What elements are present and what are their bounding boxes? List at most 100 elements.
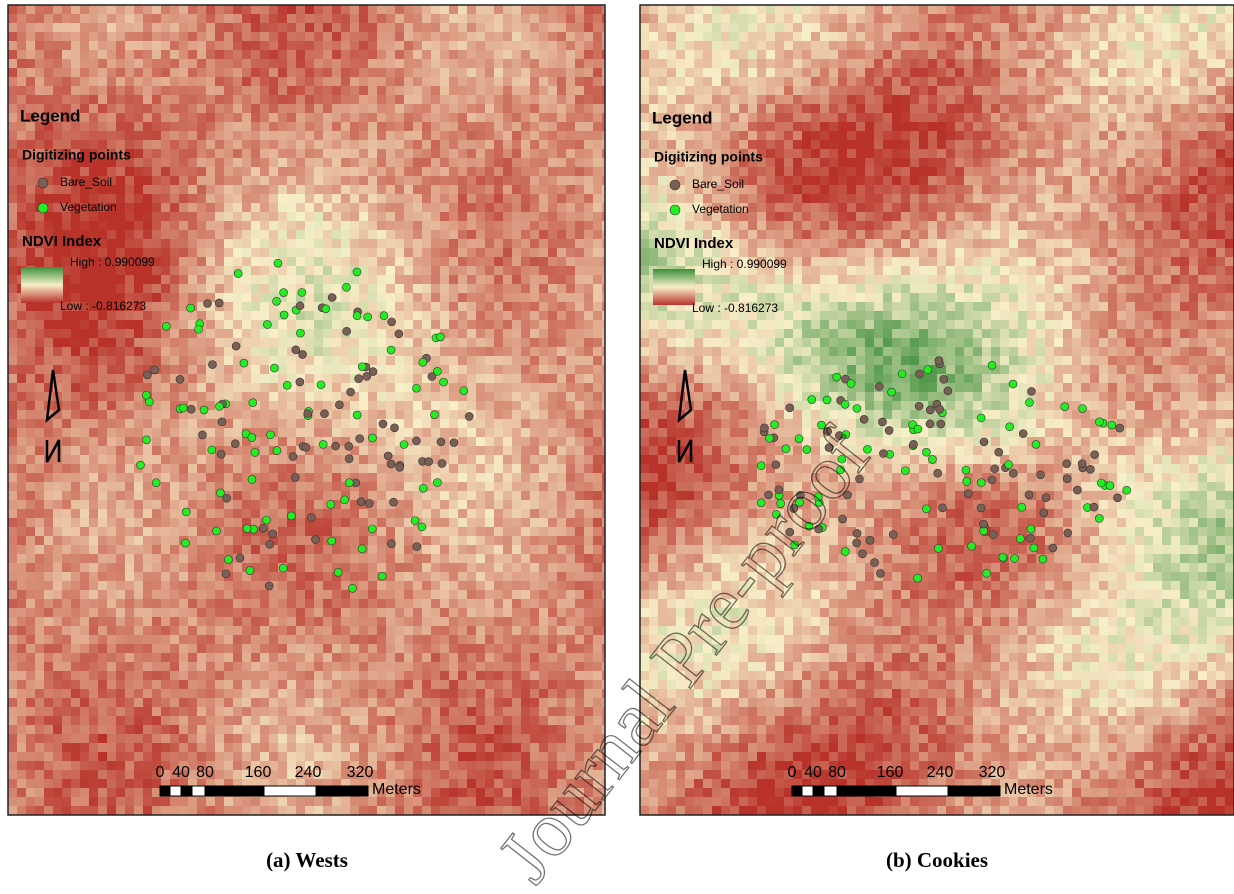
ndvi-cell bbox=[332, 383, 341, 392]
ndvi-cell bbox=[512, 266, 521, 275]
ndvi-cell bbox=[188, 185, 197, 194]
ndvi-cell bbox=[467, 446, 476, 455]
ndvi-cell bbox=[152, 509, 161, 518]
ndvi-cell bbox=[512, 239, 521, 248]
ndvi-cell bbox=[107, 113, 116, 122]
ndvi-cell bbox=[350, 113, 359, 122]
ndvi-cell bbox=[341, 41, 350, 50]
ndvi-cell bbox=[134, 176, 143, 185]
ndvi-cell bbox=[548, 419, 557, 428]
ndvi-cell bbox=[80, 644, 89, 653]
ndvi-cell bbox=[530, 653, 539, 662]
ndvi-cell bbox=[17, 32, 26, 41]
ndvi-cell bbox=[134, 428, 143, 437]
ndvi-cell bbox=[368, 86, 377, 95]
ndvi-cell bbox=[35, 86, 44, 95]
ndvi-cell bbox=[440, 221, 449, 230]
ndvi-cell bbox=[71, 86, 80, 95]
ndvi-cell bbox=[557, 518, 566, 527]
ndvi-cell bbox=[368, 356, 377, 365]
ndvi-cell bbox=[413, 419, 422, 428]
ndvi-cell bbox=[422, 275, 431, 284]
ndvi-cell bbox=[152, 554, 161, 563]
ndvi-cell bbox=[197, 158, 206, 167]
ndvi-cell bbox=[422, 410, 431, 419]
ndvi-cell bbox=[224, 149, 233, 158]
ndvi-cell bbox=[530, 401, 539, 410]
ndvi-cell bbox=[8, 230, 17, 239]
ndvi-cell bbox=[440, 5, 449, 14]
ndvi-cell bbox=[413, 347, 422, 356]
ndvi-cell bbox=[503, 464, 512, 473]
ndvi-cell bbox=[575, 509, 584, 518]
ndvi-cell bbox=[179, 581, 188, 590]
ndvi-cell bbox=[125, 482, 134, 491]
ndvi-cell bbox=[107, 41, 116, 50]
ndvi-cell bbox=[332, 230, 341, 239]
ndvi-cell bbox=[242, 320, 251, 329]
ndvi-cell bbox=[566, 149, 575, 158]
ndvi-cell bbox=[404, 545, 413, 554]
ndvi-cell bbox=[170, 68, 179, 77]
ndvi-cell bbox=[125, 356, 134, 365]
ndvi-cell bbox=[125, 428, 134, 437]
ndvi-cell bbox=[80, 347, 89, 356]
ndvi-cell bbox=[143, 23, 152, 32]
ndvi-cell bbox=[413, 554, 422, 563]
ndvi-cell bbox=[314, 5, 323, 14]
ndvi-cell bbox=[548, 536, 557, 545]
ndvi-cell bbox=[215, 671, 224, 680]
ndvi-cell bbox=[62, 554, 71, 563]
ndvi-cell bbox=[575, 374, 584, 383]
ndvi-cell bbox=[395, 491, 404, 500]
ndvi-cell bbox=[260, 500, 269, 509]
ndvi-cell bbox=[503, 590, 512, 599]
ndvi-cell bbox=[503, 536, 512, 545]
ndvi-cell bbox=[44, 50, 53, 59]
ndvi-cell bbox=[377, 635, 386, 644]
ndvi-cell bbox=[305, 491, 314, 500]
ndvi-cell bbox=[35, 356, 44, 365]
ndvi-cell bbox=[476, 212, 485, 221]
ndvi-cell bbox=[89, 392, 98, 401]
ndvi-cell bbox=[215, 554, 224, 563]
ndvi-cell bbox=[98, 419, 107, 428]
ndvi-cell bbox=[116, 617, 125, 626]
ndvi-cell bbox=[458, 284, 467, 293]
ndvi-cell bbox=[35, 635, 44, 644]
ndvi-cell bbox=[179, 554, 188, 563]
ndvi-cell bbox=[188, 554, 197, 563]
ndvi-cell bbox=[593, 230, 602, 239]
ndvi-cell bbox=[134, 644, 143, 653]
ndvi-cell bbox=[521, 338, 530, 347]
ndvi-cell bbox=[71, 572, 80, 581]
ndvi-cell bbox=[593, 302, 602, 311]
ndvi-cell bbox=[485, 167, 494, 176]
ndvi-cell bbox=[404, 257, 413, 266]
ndvi-cell bbox=[584, 599, 593, 608]
ndvi-cell bbox=[224, 212, 233, 221]
ndvi-cell bbox=[98, 662, 107, 671]
ndvi-cell bbox=[224, 653, 233, 662]
ndvi-cell bbox=[170, 239, 179, 248]
ndvi-cell bbox=[125, 500, 134, 509]
ndvi-cell bbox=[449, 617, 458, 626]
ndvi-cell bbox=[485, 266, 494, 275]
ndvi-cell bbox=[539, 320, 548, 329]
ndvi-cell bbox=[179, 572, 188, 581]
ndvi-cell bbox=[170, 23, 179, 32]
ndvi-cell bbox=[458, 266, 467, 275]
ndvi-cell bbox=[386, 473, 395, 482]
ndvi-cell bbox=[593, 185, 602, 194]
ndvi-cell bbox=[557, 230, 566, 239]
ndvi-cell bbox=[188, 293, 197, 302]
ndvi-cell bbox=[458, 509, 467, 518]
ndvi-cell bbox=[503, 311, 512, 320]
ndvi-cell bbox=[161, 167, 170, 176]
ndvi-cell bbox=[80, 329, 89, 338]
ndvi-cell bbox=[80, 635, 89, 644]
ndvi-cell bbox=[44, 302, 53, 311]
ndvi-cell bbox=[404, 221, 413, 230]
ndvi-cell bbox=[251, 590, 260, 599]
ndvi-cell bbox=[386, 257, 395, 266]
